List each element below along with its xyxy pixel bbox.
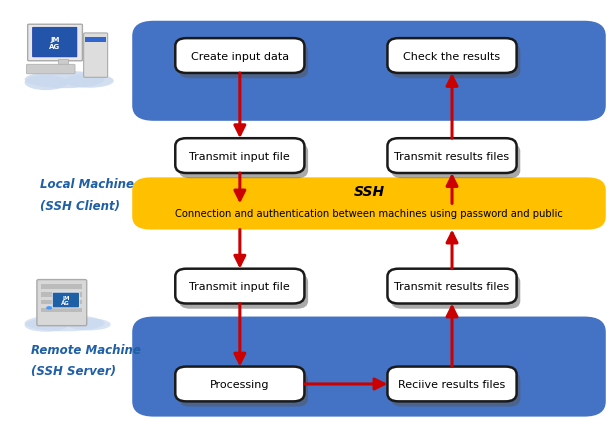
FancyBboxPatch shape: [391, 274, 520, 309]
FancyBboxPatch shape: [58, 60, 68, 66]
Ellipse shape: [25, 315, 105, 332]
Ellipse shape: [65, 75, 114, 89]
FancyBboxPatch shape: [41, 308, 82, 312]
FancyBboxPatch shape: [175, 269, 304, 304]
FancyBboxPatch shape: [179, 372, 308, 407]
FancyBboxPatch shape: [26, 65, 75, 75]
FancyBboxPatch shape: [391, 372, 520, 407]
Text: Reciive results files: Reciive results files: [399, 379, 506, 389]
FancyBboxPatch shape: [391, 44, 520, 79]
Text: SSH: SSH: [354, 185, 384, 199]
FancyBboxPatch shape: [175, 39, 304, 74]
FancyBboxPatch shape: [387, 139, 517, 174]
Text: Transmit input file: Transmit input file: [189, 151, 290, 161]
Text: Create input data: Create input data: [191, 52, 289, 61]
FancyBboxPatch shape: [179, 144, 308, 179]
Text: Transmit input file: Transmit input file: [189, 282, 290, 291]
Text: (SSH Client): (SSH Client): [40, 200, 120, 213]
Text: (SSH Server): (SSH Server): [31, 365, 116, 378]
Text: JM
AG: JM AG: [49, 36, 60, 49]
Text: Local Machine: Local Machine: [40, 178, 134, 191]
Text: Transmit results files: Transmit results files: [394, 151, 510, 161]
Ellipse shape: [25, 72, 105, 89]
FancyBboxPatch shape: [85, 38, 106, 43]
FancyBboxPatch shape: [387, 39, 517, 74]
FancyBboxPatch shape: [52, 293, 79, 308]
FancyBboxPatch shape: [28, 25, 82, 62]
FancyBboxPatch shape: [175, 367, 304, 401]
Text: Check the results: Check the results: [403, 52, 501, 61]
Ellipse shape: [25, 76, 68, 91]
Text: Connection and authentication between machines using password and public: Connection and authentication between ma…: [175, 209, 563, 218]
FancyBboxPatch shape: [132, 317, 606, 417]
FancyBboxPatch shape: [391, 144, 520, 179]
Text: JM
AG: JM AG: [62, 295, 70, 306]
FancyBboxPatch shape: [41, 285, 82, 289]
Ellipse shape: [25, 319, 68, 332]
FancyBboxPatch shape: [37, 280, 87, 326]
Ellipse shape: [46, 306, 52, 310]
FancyBboxPatch shape: [132, 22, 606, 122]
FancyBboxPatch shape: [387, 269, 517, 304]
Text: Transmit results files: Transmit results files: [394, 282, 510, 291]
Text: Remote Machine: Remote Machine: [31, 343, 141, 356]
Text: Processing: Processing: [210, 379, 269, 389]
FancyBboxPatch shape: [132, 178, 606, 230]
Ellipse shape: [68, 319, 111, 331]
FancyBboxPatch shape: [33, 28, 77, 58]
FancyBboxPatch shape: [175, 139, 304, 174]
FancyBboxPatch shape: [41, 293, 82, 297]
FancyBboxPatch shape: [387, 367, 517, 401]
FancyBboxPatch shape: [41, 300, 82, 305]
FancyBboxPatch shape: [84, 34, 108, 78]
FancyBboxPatch shape: [179, 44, 308, 79]
FancyBboxPatch shape: [179, 274, 308, 309]
